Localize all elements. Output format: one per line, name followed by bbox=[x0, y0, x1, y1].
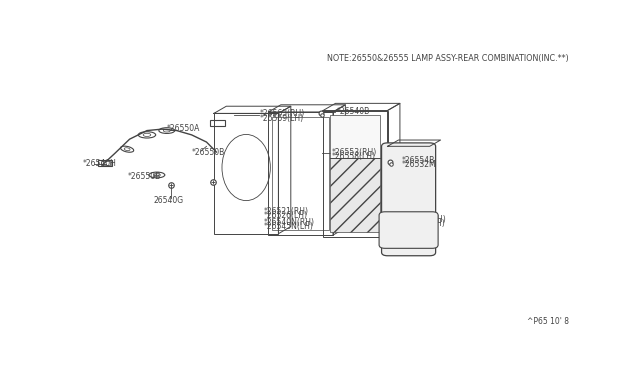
Text: *26550B: *26550B bbox=[128, 173, 161, 182]
Bar bbox=[269, 112, 333, 235]
Text: *26521(RH): *26521(RH) bbox=[264, 207, 308, 216]
Text: *26550B: *26550B bbox=[191, 148, 225, 157]
Bar bbox=[323, 110, 388, 237]
Text: *26563(RH): *26563(RH) bbox=[260, 109, 305, 118]
Bar bbox=[214, 113, 278, 234]
Text: NOTE:26550&26555 LAMP ASSY-REAR COMBINATION(INC.**): NOTE:26550&26555 LAMP ASSY-REAR COMBINAT… bbox=[327, 54, 568, 63]
Text: 26540G: 26540G bbox=[154, 196, 184, 205]
Text: *26550A: *26550A bbox=[167, 124, 200, 133]
Text: *26526(LH): *26526(LH) bbox=[264, 211, 307, 221]
Bar bbox=[99, 160, 112, 166]
Text: *26569(LH): *26569(LH) bbox=[260, 114, 304, 123]
Bar bbox=[330, 115, 380, 158]
Text: *26553(RH): *26553(RH) bbox=[332, 148, 377, 157]
Text: *26545N(LH): *26545N(LH) bbox=[264, 222, 314, 231]
Text: *26540B: *26540B bbox=[337, 107, 370, 116]
Text: *26552M(RH): *26552M(RH) bbox=[395, 215, 447, 224]
Text: ^P65 10' 8: ^P65 10' 8 bbox=[527, 317, 568, 326]
Bar bbox=[330, 158, 380, 232]
Bar bbox=[101, 161, 110, 165]
Text: *26540H: *26540H bbox=[83, 159, 116, 168]
Text: *26540N(RH): *26540N(RH) bbox=[264, 218, 314, 227]
FancyBboxPatch shape bbox=[381, 143, 436, 256]
FancyBboxPatch shape bbox=[379, 212, 438, 248]
Text: *26532M: *26532M bbox=[401, 160, 436, 169]
Bar bbox=[273, 117, 329, 230]
Text: *26554B: *26554B bbox=[401, 155, 435, 164]
Text: *26557M(LH): *26557M(LH) bbox=[395, 219, 445, 228]
Bar bbox=[211, 120, 225, 126]
Text: *26558(LH): *26558(LH) bbox=[332, 153, 376, 161]
